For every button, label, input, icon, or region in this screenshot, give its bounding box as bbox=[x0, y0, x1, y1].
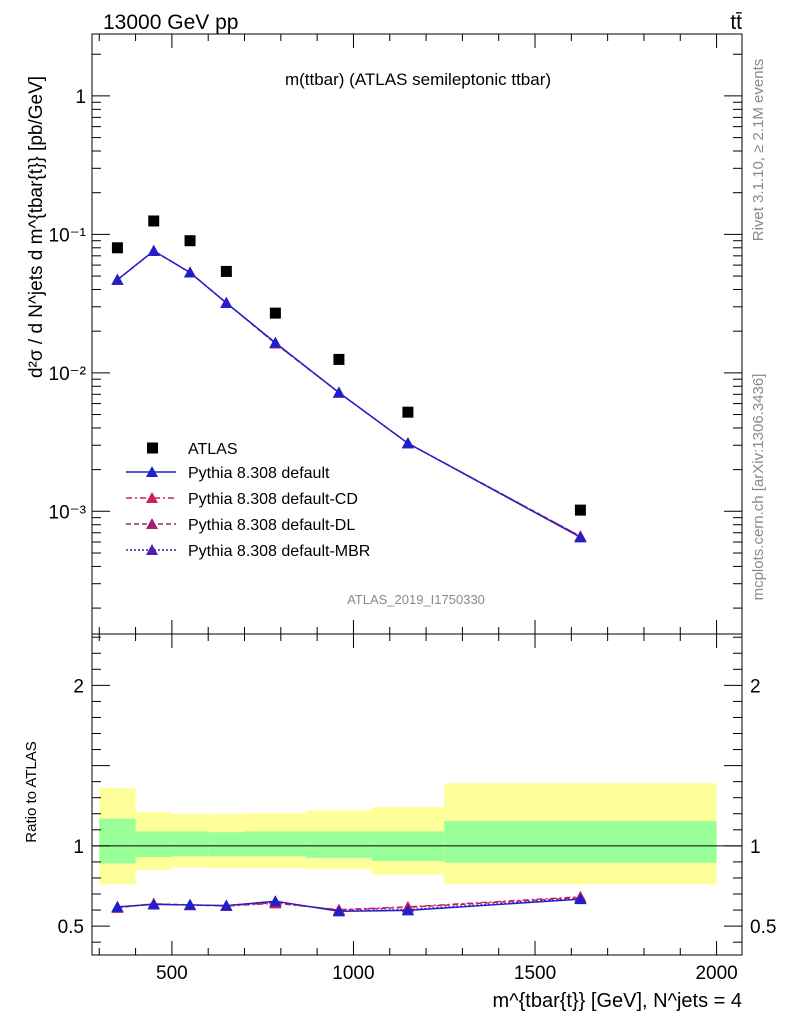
ratio-series-point bbox=[269, 895, 282, 907]
ratio-y-tick-label: 0.5 bbox=[58, 917, 84, 938]
ratio-series-point bbox=[220, 899, 233, 911]
uncertainty-band-inner bbox=[135, 831, 172, 858]
ratio-panel: 0.5 0.5 1 1 2 2 500 1000 1500 2000 bbox=[58, 633, 776, 984]
top-y-axis-label: d²σ / d N^jets d m^{tbar{t}} [pb/GeV] bbox=[26, 76, 47, 378]
mc-series-point bbox=[111, 273, 124, 285]
ratio-y-tick-label-right: 2 bbox=[750, 676, 761, 697]
rivet-version-label: Rivet 3.1.10, ≥ 2.1M events bbox=[750, 59, 767, 242]
mcplots-label: mcplots.cern.ch [arXiv:1306.3436] bbox=[750, 374, 767, 601]
top-y-tick-label: 10⁻¹ bbox=[49, 225, 87, 246]
legend-marker bbox=[146, 544, 158, 555]
top-y-tick-label: 10⁻² bbox=[49, 364, 87, 385]
atlas-data-point bbox=[148, 215, 160, 227]
mc-series-point bbox=[574, 531, 587, 543]
atlas-data-point bbox=[574, 504, 586, 516]
uncertainty-band-inner bbox=[208, 832, 245, 857]
ratio-y-axis-label: Ratio to ATLAS bbox=[23, 741, 40, 842]
legend-label: Pythia 8.308 default-MBR bbox=[188, 543, 370, 560]
uncertainty-band-inner bbox=[444, 820, 717, 863]
ratio-y-tick-label: 2 bbox=[73, 676, 84, 697]
atlas-data-point bbox=[220, 265, 232, 277]
ratio-series-point bbox=[147, 898, 160, 910]
atlas-data-point bbox=[402, 406, 414, 418]
mc-series-point bbox=[184, 266, 197, 278]
header-right-label: tt̄ bbox=[730, 11, 742, 34]
top-y-tick-label: 1 bbox=[75, 87, 86, 108]
top-y-tick-label: 10⁻³ bbox=[49, 502, 87, 523]
atlas-data-point bbox=[333, 353, 345, 365]
uncertainty-band-inner bbox=[99, 818, 136, 864]
watermark-label: ATLAS_2019_I1750330 bbox=[347, 592, 485, 607]
x-tick-label: 1500 bbox=[514, 963, 556, 984]
uncertainty-band-inner bbox=[171, 831, 209, 857]
mc-series-point bbox=[269, 336, 282, 348]
ratio-y-tick-label: 1 bbox=[73, 837, 84, 858]
legend-label: Pythia 8.308 default-DL bbox=[188, 517, 355, 534]
x-tick-label: 500 bbox=[156, 963, 188, 984]
chart-title: m(ttbar) (ATLAS semileptonic ttbar) bbox=[285, 70, 551, 89]
mc-series-point bbox=[220, 296, 233, 308]
legend-label: Pythia 8.308 default bbox=[188, 465, 330, 482]
legend-label: ATLAS bbox=[188, 441, 238, 458]
header-left-label: 13000 GeV pp bbox=[103, 11, 238, 34]
legend: ATLAS Pythia 8.308 default Pythia 8.308 de… bbox=[126, 441, 370, 560]
legend-label: Pythia 8.308 default-CD bbox=[188, 491, 358, 508]
top-panel: 1 10⁻¹ 10⁻² 10⁻³ bbox=[49, 33, 743, 635]
ratio-series-point bbox=[184, 898, 197, 910]
legend-marker bbox=[146, 518, 158, 529]
ratio-series-point bbox=[111, 900, 124, 912]
ratio-y-tick-label-right: 0.5 bbox=[750, 917, 776, 938]
x-tick-label: 1000 bbox=[332, 963, 374, 984]
atlas-data-point bbox=[184, 235, 196, 247]
legend-marker bbox=[146, 492, 158, 503]
uncertainty-band-inner bbox=[244, 831, 307, 857]
uncertainty-band-inner bbox=[306, 831, 372, 858]
x-tick-label: 2000 bbox=[695, 963, 737, 984]
mc-series-point bbox=[401, 437, 414, 449]
ratio-series-point bbox=[332, 905, 345, 917]
ratio-series-point bbox=[574, 893, 587, 905]
atlas-data-point bbox=[111, 242, 123, 254]
ratio-frame bbox=[91, 633, 743, 956]
mc-series-line bbox=[116, 250, 581, 538]
mc-series-point bbox=[147, 244, 160, 256]
mc-series-point bbox=[332, 386, 345, 398]
legend-marker bbox=[146, 466, 158, 477]
atlas-data-point bbox=[269, 307, 281, 319]
legend-marker-atlas bbox=[147, 442, 158, 454]
ratio-y-tick-label-right: 1 bbox=[750, 837, 761, 858]
ratio-series-point bbox=[401, 904, 414, 916]
ratio-series-line bbox=[117, 898, 581, 913]
x-axis-label: m^{tbar{t}} [GeV], N^jets = 4 bbox=[493, 990, 742, 1012]
